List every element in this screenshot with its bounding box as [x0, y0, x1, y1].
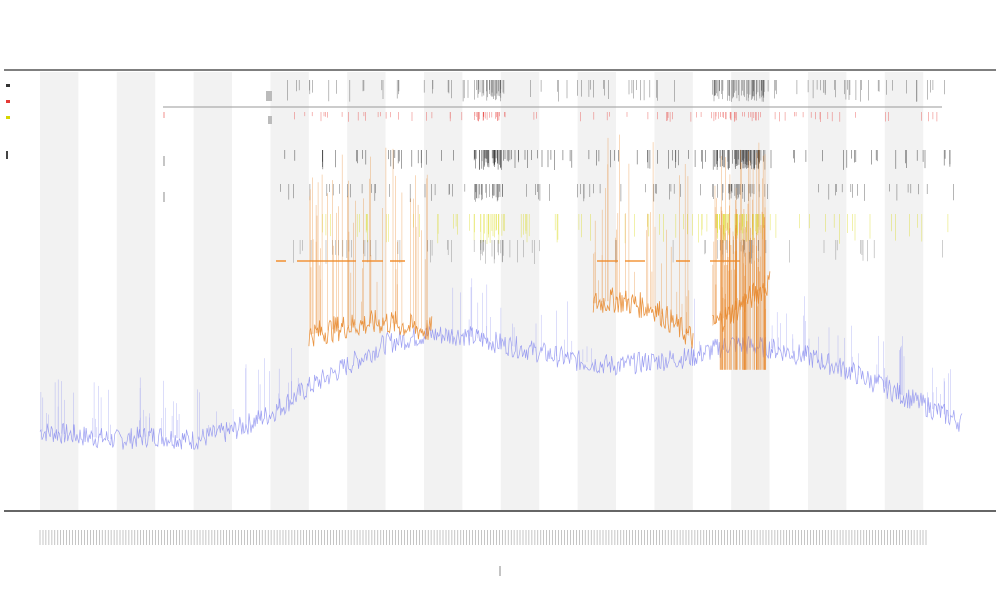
background-band — [654, 72, 693, 510]
background-band — [808, 72, 847, 510]
label-block-a — [266, 91, 272, 101]
background-band — [577, 72, 616, 510]
legend-swatch-dark — [6, 151, 8, 159]
legend-swatch-black — [6, 84, 10, 87]
background-bands — [40, 72, 924, 510]
background-band — [424, 72, 463, 510]
background-band — [500, 72, 540, 510]
background-band — [40, 72, 79, 510]
series-layer — [39, 134, 963, 450]
background-band — [347, 72, 386, 510]
background-band — [193, 72, 232, 510]
legend — [6, 84, 272, 159]
baseline-series-line — [39, 326, 963, 450]
x-tick-labels — [39, 530, 927, 545]
legend-swatch-yellow — [6, 116, 10, 119]
label-block-b — [268, 116, 272, 124]
background-band — [116, 72, 156, 510]
legend-swatch-red — [6, 100, 10, 103]
active-series-line — [592, 287, 694, 349]
background-band — [270, 72, 309, 510]
background-band — [884, 72, 924, 510]
